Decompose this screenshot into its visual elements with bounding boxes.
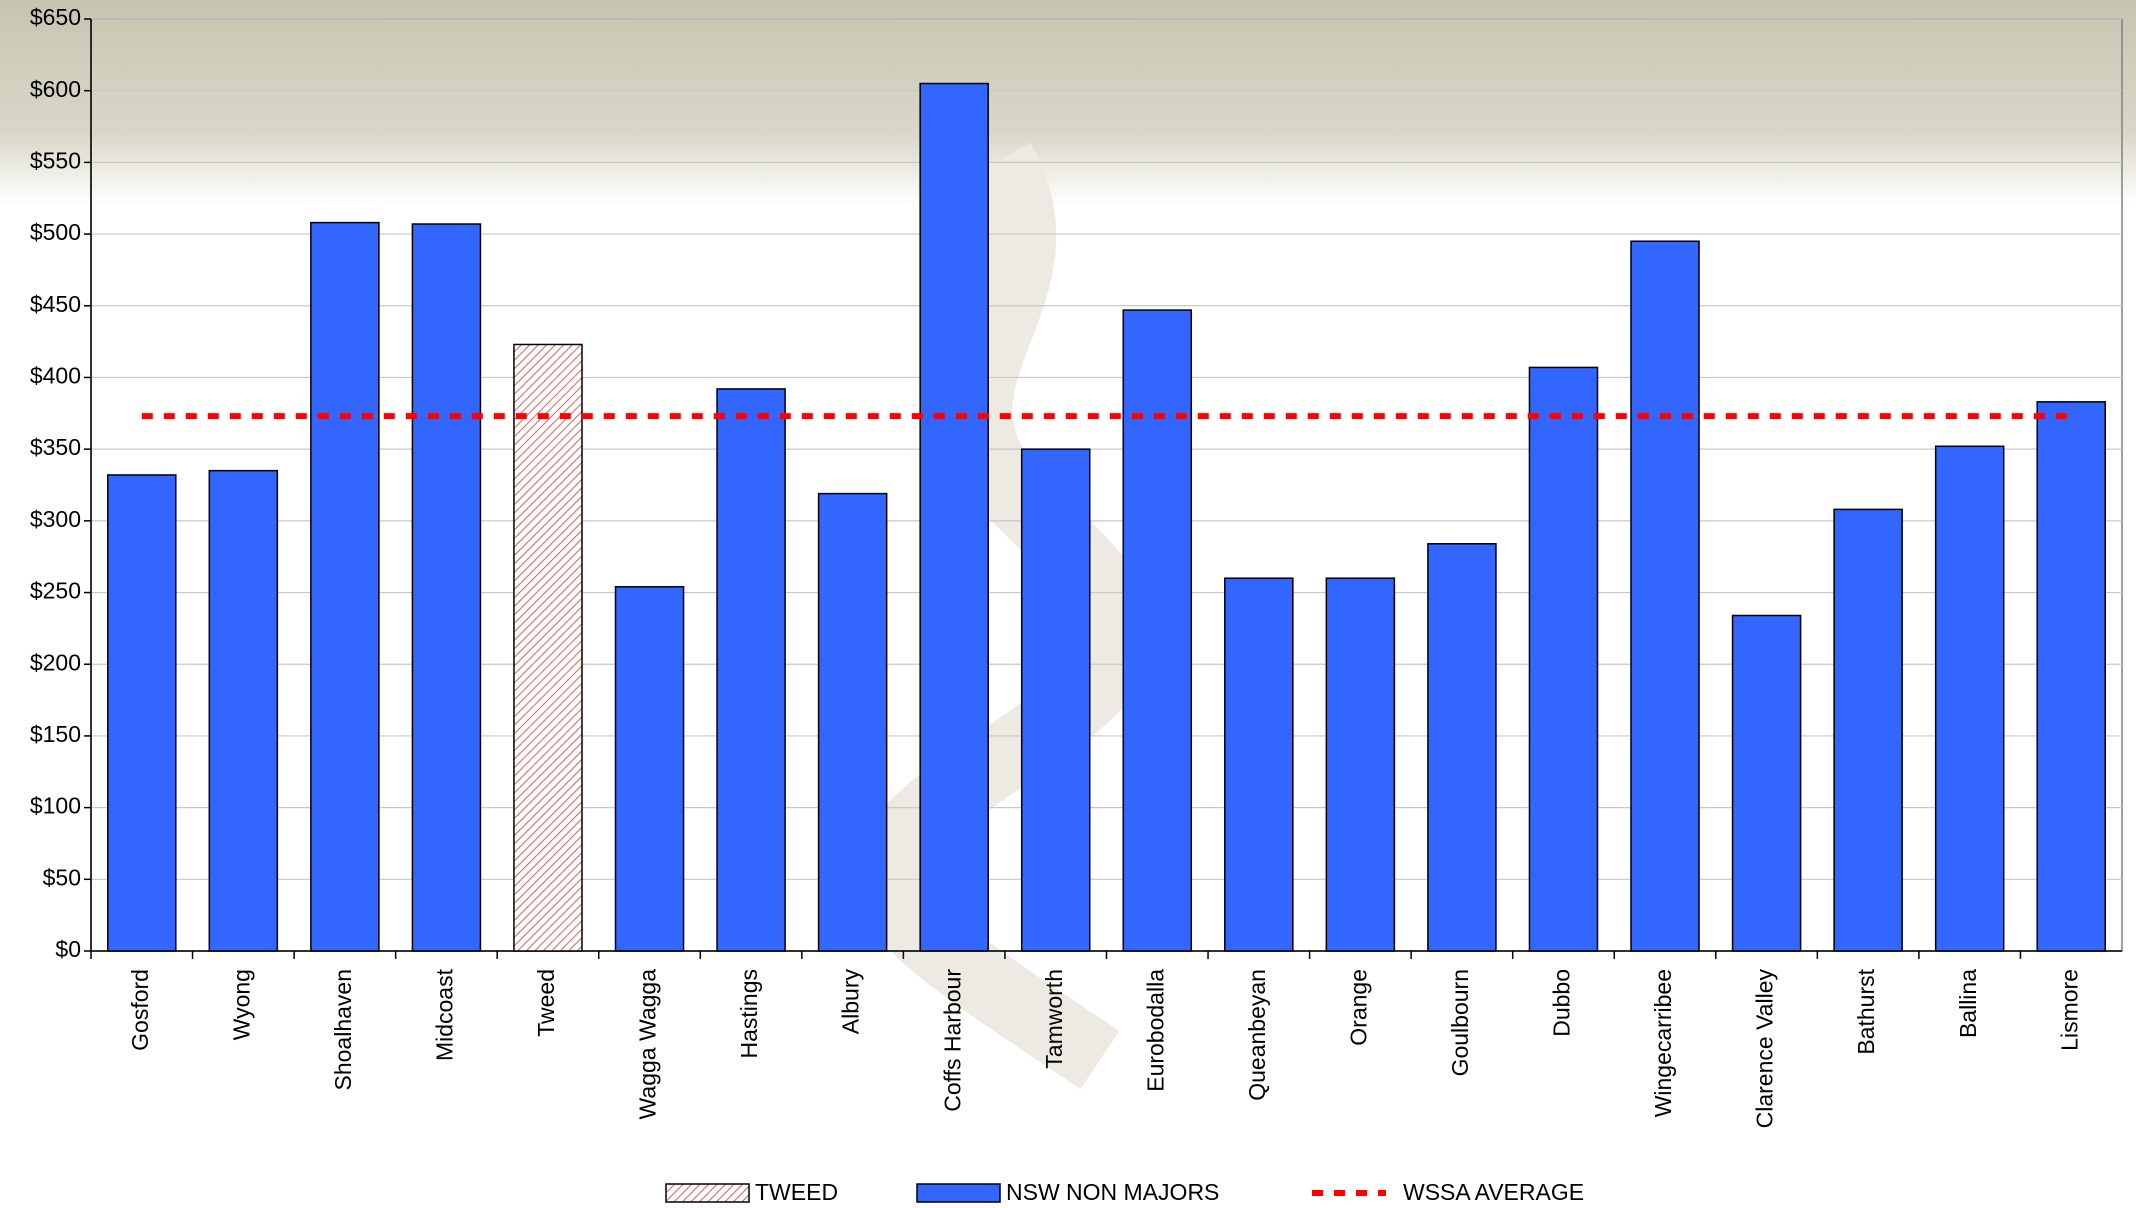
bar [108,475,176,951]
legend-label: TWEED [755,1179,838,1205]
x-tick-label: Gosford [127,969,153,1051]
y-tick-label: $450 [30,291,81,317]
bar [1733,615,1801,951]
x-tick-label: Clarence Valley [1752,969,1778,1129]
bar [1529,367,1597,951]
bar [1123,310,1191,951]
legend-swatch [666,1184,749,1202]
x-tick-label: Wyong [228,969,254,1040]
bar [514,344,582,951]
bar [311,223,379,951]
x-tick-label: Shoalhaven [330,969,356,1091]
x-tick-label: Goulbourn [1447,969,1473,1076]
y-tick-label: $0 [55,936,81,962]
x-tick-label: Midcoast [432,968,458,1061]
y-tick-label: $550 [30,147,81,173]
legend-swatch [917,1184,1000,1202]
y-tick-label: $150 [30,721,81,747]
x-tick-label: Wagga Wagga [635,969,661,1120]
x-tick-label: Tweed [533,969,559,1037]
bar [616,587,684,951]
x-tick-label: Hastings [736,969,762,1058]
x-tick-label: Coffs Harbour [939,969,965,1112]
x-tick-label: Dubbo [1549,969,1575,1037]
legend-label: WSSA AVERAGE [1403,1179,1584,1205]
y-tick-label: $500 [30,219,81,245]
bar [1834,509,1902,951]
page: $0 $50 $100 $150 $200 $250 $300 $350 $400 $450 $50… [0,0,2136,1208]
x-tick-label: Ballina [1955,969,1981,1038]
bar [1631,241,1699,951]
y-tick-label: $400 [30,363,81,389]
bar [1326,578,1394,951]
legend-label: NSW NON MAJORS [1006,1179,1219,1205]
y-tick-label: $100 [30,793,81,819]
bar [1022,449,1090,951]
x-tick-label: Lismore [2056,969,2082,1051]
bar [819,494,887,951]
x-tick-label: Albury [838,969,864,1035]
y-tick-label: $200 [30,649,81,675]
bar [412,224,480,951]
x-tick-label: Eurobodalla [1142,969,1168,1092]
bar [717,389,785,951]
y-tick-label: $600 [30,76,81,102]
chart: $0 $50 $100 $150 $200 $250 $300 $350 $400 $450 $50… [0,0,2136,1208]
bar [920,84,988,951]
y-tick-label: $650 [30,4,81,30]
bar [209,471,277,951]
y-tick-label: $250 [30,578,81,604]
x-tick-label: Tamworth [1041,969,1067,1069]
x-tick-label: Queanbeyan [1244,969,1270,1101]
x-tick-label: Bathurst [1853,968,1879,1054]
bar [1225,578,1293,951]
y-tick-label: $50 [43,864,81,890]
x-tick-label: Orange [1345,969,1371,1046]
bar [2037,402,2105,951]
y-tick-label: $350 [30,434,81,460]
y-tick-label: $300 [30,506,81,532]
x-tick-label: Wingecarribee [1650,969,1676,1117]
bar [1936,446,2004,951]
bar [1428,544,1496,951]
